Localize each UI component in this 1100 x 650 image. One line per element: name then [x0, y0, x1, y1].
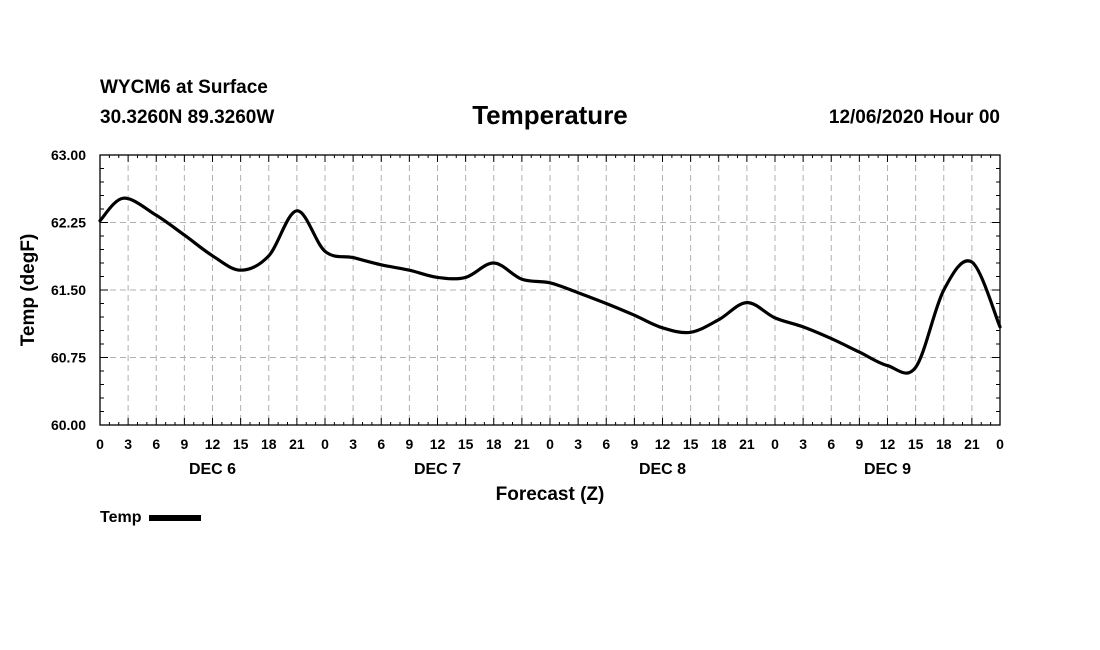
grid-layer [100, 155, 1000, 425]
x-tick-label: 3 [124, 436, 132, 452]
x-axis-title: Forecast (Z) [496, 484, 605, 505]
x-tick-label: 3 [574, 436, 582, 452]
x-tick-label: 21 [739, 436, 755, 452]
legend-swatch [149, 514, 202, 521]
x-tick-label: 12 [430, 436, 446, 452]
day-label: DEC 6 [189, 461, 236, 478]
x-tick-label: 18 [261, 436, 277, 452]
y-tick-label: 61.50 [51, 282, 86, 298]
x-tick-label: 0 [96, 436, 104, 452]
legend-label: Temp [100, 509, 142, 526]
x-tick-label: 3 [349, 436, 357, 452]
x-tick-label: 21 [964, 436, 980, 452]
label-layer: 0 3 6 9 12 15 18 21 0 3 6 9 12 15 18 21 0 3 6 9 12 15 18 21 0 3 6 9… [51, 147, 1004, 478]
x-tick-label: 6 [377, 436, 385, 452]
x-tick-label: 15 [683, 436, 699, 452]
coordinates-label: 30.3260N 89.3260W [100, 107, 275, 128]
x-tick-label: 0 [321, 436, 329, 452]
x-tick-label: 6 [602, 436, 610, 452]
x-tick-label: 15 [458, 436, 474, 452]
x-tick-label: 18 [711, 436, 727, 452]
forecast-datetime: 12/06/2020 Hour 00 [828, 107, 1000, 128]
station-label: WYCM6 at Surface [100, 77, 268, 98]
x-tick-label: 15 [908, 436, 924, 452]
y-tick-label: 63.00 [51, 147, 86, 163]
y-tick-label: 62.25 [51, 215, 86, 231]
legend: Temp [100, 509, 202, 527]
x-tick-label: 21 [514, 436, 530, 452]
x-tick-label: 6 [152, 436, 160, 452]
x-tick-label: 9 [180, 436, 188, 452]
x-tick-label: 3 [799, 436, 807, 452]
day-label: DEC 7 [414, 461, 461, 478]
x-tick-label: 15 [233, 436, 249, 452]
x-tick-label: 18 [936, 436, 952, 452]
x-tick-label: 18 [486, 436, 502, 452]
y-axis-title: Temp (degF) [18, 234, 39, 347]
day-label: DEC 9 [864, 461, 911, 478]
tick-layer [99, 154, 1001, 426]
x-tick-label: 21 [289, 436, 305, 452]
x-tick-label: 0 [771, 436, 779, 452]
x-tick-label: 9 [405, 436, 413, 452]
temp-series-line [98, 196, 1002, 375]
day-label: DEC 8 [639, 461, 686, 478]
x-tick-label: 9 [630, 436, 638, 452]
y-tick-label: 60.75 [51, 350, 86, 366]
y-tick-label: 60.00 [51, 417, 86, 433]
x-tick-label: 12 [655, 436, 671, 452]
x-tick-label: 0 [546, 436, 554, 452]
x-tick-label: 12 [880, 436, 896, 452]
x-tick-label: 12 [205, 436, 221, 452]
x-tick-label: 9 [855, 436, 863, 452]
x-tick-label: 0 [996, 436, 1004, 452]
x-tick-label: 6 [827, 436, 835, 452]
chart-title: Temperature [472, 100, 628, 130]
